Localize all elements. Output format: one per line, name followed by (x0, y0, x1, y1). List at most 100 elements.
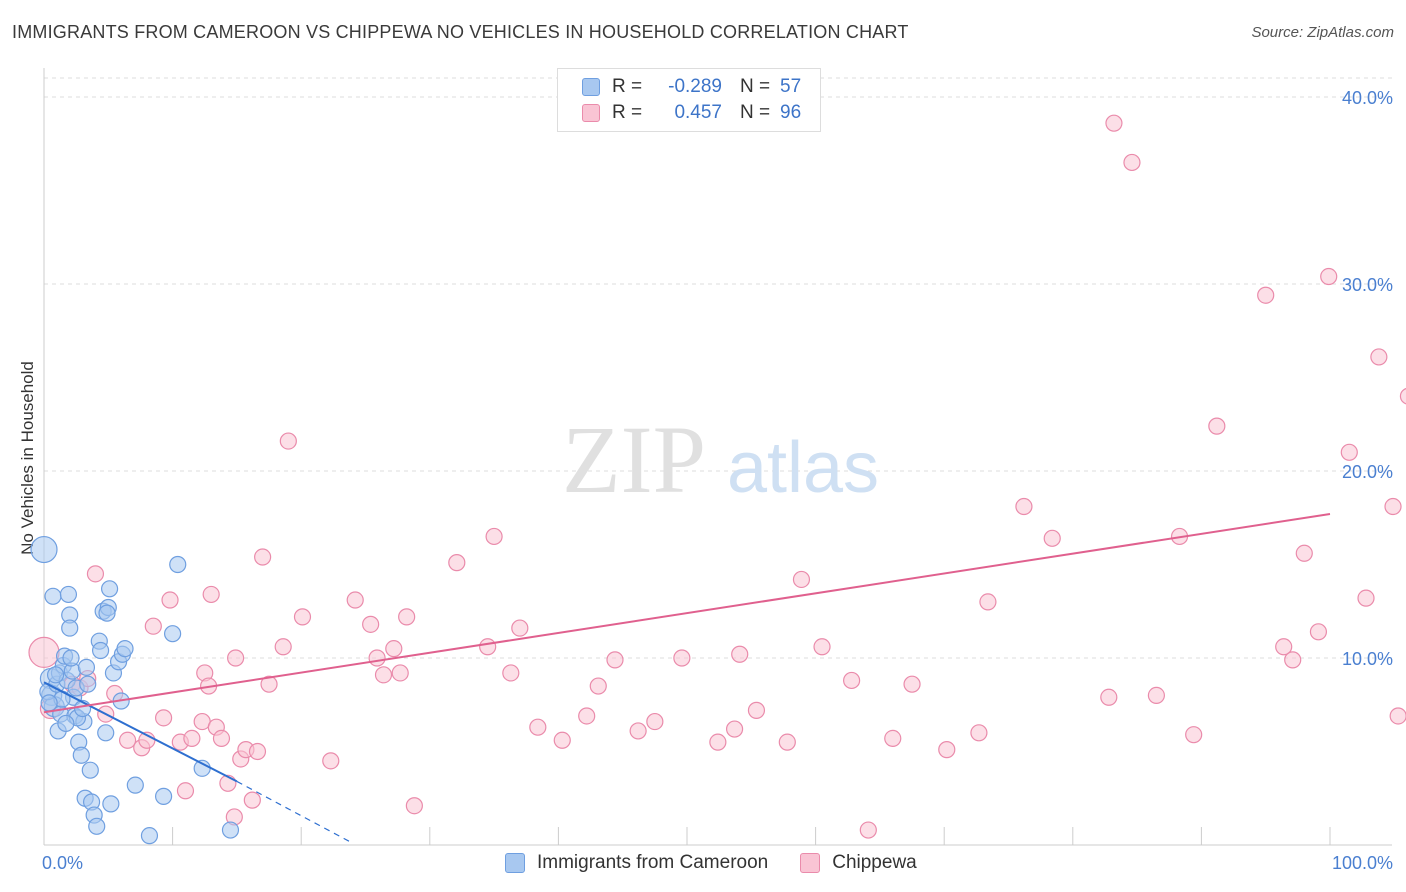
point-cameroon (40, 694, 58, 712)
point-chippewa (589, 677, 607, 695)
legend-label-cameroon: Immigrants from Cameroon (537, 852, 769, 873)
stats-n-value: 96 (780, 102, 802, 123)
point-chippewa (792, 570, 811, 589)
point-chippewa (1123, 153, 1141, 172)
point-chippewa (970, 724, 988, 742)
legend: Immigrants from Cameroon Chippewa (505, 852, 949, 874)
point-chippewa (405, 797, 423, 815)
x-tick-label: 100.0% (1332, 853, 1393, 873)
point-chippewa (161, 591, 179, 609)
point-chippewa (1370, 348, 1388, 366)
point-chippewa (1320, 267, 1338, 286)
grid (44, 77, 1392, 659)
point-cameroon (46, 666, 65, 684)
point-chippewa (606, 651, 624, 669)
point-chippewa (322, 752, 340, 770)
watermark: ZIP atlas (562, 406, 879, 513)
stats-swatch-chippewa (582, 104, 600, 122)
point-chippewa (1275, 638, 1293, 656)
point-cameroon (72, 746, 90, 764)
point-cameroon (59, 585, 78, 604)
point-cameroon (57, 714, 75, 733)
point-cameroon (97, 724, 115, 742)
stats-box: R = -0.289 N = 57 R = 0.457 N = 96 (557, 68, 821, 132)
point-cameroon (44, 587, 62, 605)
trend-extension-cameroon (236, 780, 353, 844)
point-chippewa (709, 733, 727, 751)
stats-r-label: R = (612, 76, 643, 97)
point-chippewa (86, 565, 105, 583)
point-cameroon (98, 604, 116, 622)
stats-n-value: 57 (780, 76, 802, 97)
point-chippewa (243, 791, 261, 809)
point-chippewa (884, 729, 902, 748)
point-chippewa (747, 701, 766, 719)
chart-title: IMMIGRANTS FROM CAMEROON VS CHIPPEWA NO … (12, 22, 909, 42)
point-chippewa (859, 821, 877, 839)
x-tick-label: 0.0% (42, 853, 83, 873)
point-cameroon (140, 827, 159, 845)
stats-swatch-cameroon (582, 78, 600, 96)
point-cameroon (30, 535, 58, 564)
legend-swatch-chippewa (800, 853, 821, 873)
stats-row-chippewa: R = 0.457 N = 96 (582, 101, 801, 125)
point-chippewa (254, 548, 272, 566)
point-chippewa (279, 432, 297, 450)
trend-line-cameroon (43, 681, 238, 783)
point-chippewa (391, 664, 409, 682)
legend-item-cameroon[interactable]: Immigrants from Cameroon (505, 852, 768, 874)
point-chippewa (227, 649, 245, 667)
point-cameroon (102, 795, 120, 813)
y-tick-label: 30.0% (1342, 275, 1393, 295)
point-chippewa (938, 741, 956, 759)
point-chippewa (511, 619, 529, 637)
point-chippewa (1309, 623, 1328, 641)
point-chippewa (212, 729, 231, 748)
point-chippewa (154, 709, 173, 727)
point-chippewa (1340, 443, 1358, 461)
point-chippewa (1389, 707, 1406, 725)
point-chippewa (448, 554, 466, 572)
point-chippewa (646, 712, 664, 731)
point-chippewa (1043, 529, 1061, 547)
point-chippewa (398, 608, 416, 626)
point-cameroon (77, 658, 96, 676)
tick-labels: 10.0% 20.0% 30.0% 40.0% 0.0% 100.0% (42, 88, 1393, 873)
point-chippewa (529, 718, 547, 736)
point-cameroon (61, 619, 79, 637)
stats-r-label: R = (612, 102, 643, 123)
data-points (28, 114, 1406, 845)
point-chippewa (374, 666, 393, 684)
point-cameroon (221, 821, 240, 839)
point-chippewa (1147, 686, 1165, 705)
point-cameroon (100, 580, 119, 598)
watermark-atlas: atlas (727, 428, 879, 508)
point-chippewa (183, 729, 201, 748)
legend-item-chippewa[interactable]: Chippewa (800, 852, 917, 874)
point-cameroon (88, 817, 106, 835)
point-chippewa (346, 591, 364, 609)
stats-row-cameroon: R = -0.289 N = 57 (582, 75, 801, 99)
point-chippewa (293, 608, 312, 626)
point-chippewa (502, 664, 520, 682)
point-cameroon (81, 761, 99, 779)
point-chippewa (202, 585, 220, 604)
point-chippewa (1105, 114, 1123, 132)
y-tick-label: 40.0% (1342, 88, 1393, 108)
point-chippewa (1384, 497, 1402, 516)
point-chippewa (176, 782, 195, 800)
point-chippewa (731, 645, 749, 663)
point-cameroon (154, 787, 173, 805)
point-cameroon (116, 640, 134, 658)
point-chippewa (248, 742, 267, 761)
point-chippewa (260, 675, 278, 693)
point-chippewa (1357, 589, 1375, 607)
point-chippewa (385, 640, 403, 658)
point-chippewa (1257, 286, 1275, 304)
point-chippewa (673, 649, 691, 667)
trend-lines (43, 513, 1331, 844)
point-chippewa (778, 733, 796, 751)
point-chippewa (629, 722, 647, 740)
stats-n-label: N = (740, 76, 771, 97)
watermark-zip: ZIP (562, 406, 706, 513)
